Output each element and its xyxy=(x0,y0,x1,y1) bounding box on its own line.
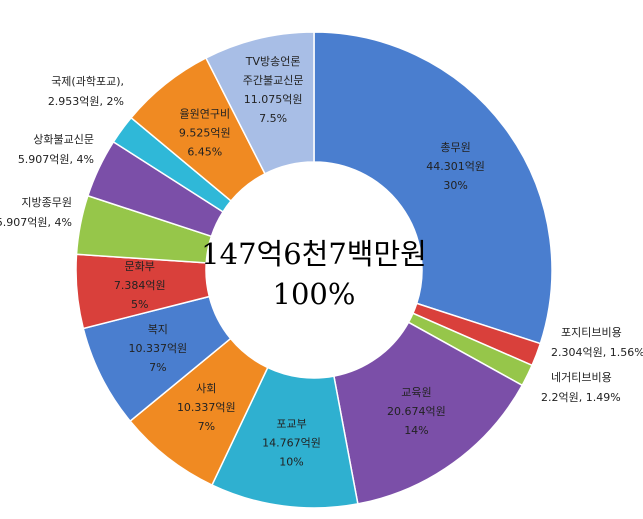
value-label: 7.5% xyxy=(259,112,287,125)
amount-label: 20.674억원 xyxy=(387,405,446,418)
slice-name: 포교부 xyxy=(276,418,306,431)
value-label: 7% xyxy=(198,420,215,433)
value-label: 14% xyxy=(404,424,428,437)
donut-slice xyxy=(204,31,315,175)
value-label: 5.907억원, 4% xyxy=(18,153,94,166)
value-label: 7% xyxy=(149,361,166,374)
value-label: 30% xyxy=(443,179,467,192)
amount-label: 10.337억원 xyxy=(128,342,187,355)
slice-name: 포지티브비용 xyxy=(561,326,622,339)
amount-label: 7.384억원 xyxy=(114,279,166,292)
slice-name: 사회 xyxy=(196,382,216,395)
amount-label: 14.767억원 xyxy=(262,437,321,450)
slice-name: 총무원 xyxy=(440,141,470,154)
slice-name: TV방송언론 주간불교신문 xyxy=(243,55,304,87)
slice-name: 교육원 xyxy=(401,386,431,399)
donut-slice xyxy=(333,321,524,505)
center-label: 100% xyxy=(273,277,356,311)
value-label: 5% xyxy=(131,298,148,311)
value-label: 2.2억원, 1.49% xyxy=(541,391,621,404)
slice-name: 지방종무원 xyxy=(21,196,72,209)
slice-name: 네거티브비용 xyxy=(551,371,612,384)
amount-label: 10.337억원 xyxy=(177,401,236,414)
center-label: 147억6천7백만원 xyxy=(201,237,427,271)
amount-label: 44.301억원 xyxy=(426,160,485,173)
value-label: 6.45% xyxy=(187,145,222,158)
slice-name: 율원연구비 xyxy=(179,107,230,120)
value-label: 2.953억원, 2% xyxy=(48,95,124,108)
slice-name: 국제(과학포교), xyxy=(51,75,124,88)
value-label: 2.304억원, 1.56% xyxy=(551,346,643,359)
amount-label: 11.075억원 xyxy=(244,93,303,106)
slice-name: 문화부 xyxy=(125,260,155,273)
value-label: 5.907억원, 4% xyxy=(0,216,72,229)
amount-label: 9.525억원 xyxy=(179,126,231,139)
slice-name: 상화불교신문 xyxy=(33,133,94,146)
donut-slice xyxy=(313,31,553,345)
slice-name: 복지 xyxy=(148,323,168,336)
value-label: 10% xyxy=(279,456,303,469)
